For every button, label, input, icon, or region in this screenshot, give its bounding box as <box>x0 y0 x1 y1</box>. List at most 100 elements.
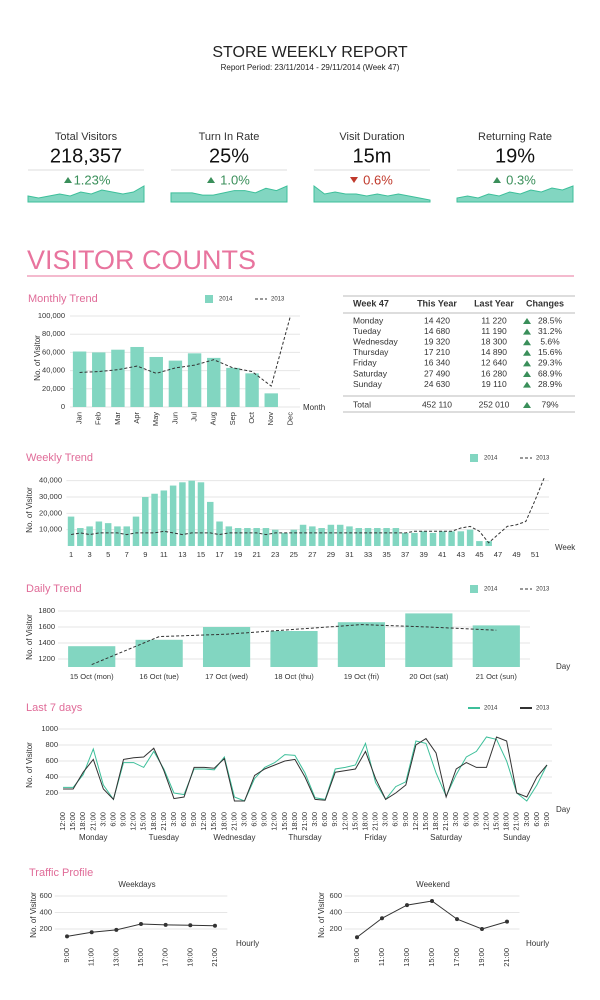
legend-swatch <box>470 585 478 593</box>
chart-title: Last 7 days <box>26 702 83 714</box>
legend-label: 2014 <box>484 456 498 462</box>
x-tick-label: 13:00 <box>111 948 120 967</box>
x-tick-label: 9 <box>143 550 147 559</box>
y-axis-label: No. of Visitor <box>33 335 42 381</box>
x-tick-label: 9:00 <box>471 812 480 827</box>
chart-title: Weekdays <box>118 880 155 889</box>
bar <box>77 528 84 546</box>
bar <box>457 531 465 546</box>
legend-label: 2013 <box>536 706 550 712</box>
x-tick-label: 3:00 <box>381 812 390 827</box>
x-tick-label: 45 <box>475 550 483 559</box>
y-tick-label: 1400 <box>38 638 55 647</box>
bar <box>225 526 233 546</box>
kpi-change: 1.23% <box>74 172 111 187</box>
x-tick-label: 18:00 <box>219 812 228 831</box>
group-label: Wednesday <box>213 833 255 842</box>
bar <box>405 613 453 667</box>
x-tick-label: Sep <box>228 412 237 425</box>
legend-label: 2014 <box>484 706 498 712</box>
x-tick-label: 25 <box>290 550 298 559</box>
x-tick-label: 21:00 <box>441 812 450 831</box>
x-tick-label: 21 Oct (sun) <box>476 672 518 681</box>
x-tick-label: 21:00 <box>210 948 219 967</box>
bar <box>364 528 372 546</box>
bar <box>309 526 316 546</box>
y-tick-label: 1800 <box>38 606 55 615</box>
table-header: Changes <box>526 298 564 308</box>
bar <box>123 526 130 546</box>
x-tick-label: Jun <box>170 412 179 424</box>
x-tick-label: 12:00 <box>481 812 490 831</box>
table-cell: Tueday <box>353 326 382 336</box>
x-tick-label: 15:00 <box>209 812 218 831</box>
bar <box>202 627 251 667</box>
y-tick-label: 40,000 <box>42 366 65 375</box>
bar <box>135 639 183 667</box>
bar <box>207 501 214 546</box>
bar <box>401 532 409 546</box>
x-tick-label: Apr <box>132 411 141 423</box>
bar <box>68 646 116 667</box>
bar <box>346 526 353 546</box>
bar <box>130 346 144 407</box>
x-tick-label: May <box>151 412 160 426</box>
table-cell: 14 680 <box>424 326 450 336</box>
x-axis-label: Hourly <box>236 939 259 948</box>
x-tick-label: 21 <box>252 550 260 559</box>
x-tick-label: 15:00 <box>136 948 145 967</box>
bar <box>244 528 251 546</box>
y-axis-label: No. of Visitor <box>25 742 34 788</box>
x-tick-label: 7 <box>125 550 129 559</box>
kpi-sparkline <box>170 185 288 203</box>
x-tick-label: 19:00 <box>185 948 194 967</box>
y-tick-label: 20,000 <box>39 508 62 517</box>
x-tick-label: 6:00 <box>532 812 541 827</box>
y-tick-label: 0 <box>61 402 65 411</box>
point <box>455 917 459 922</box>
x-tick-label: 3 <box>88 550 92 559</box>
x-tick-label: Nov <box>266 412 275 426</box>
bar <box>197 482 205 546</box>
point <box>163 922 168 927</box>
x-tick-label: 12:00 <box>199 812 208 831</box>
x-tick-label: 20 Oct (sat) <box>409 672 449 681</box>
x-tick-label: 43 <box>457 550 465 559</box>
point <box>380 916 384 921</box>
y-tick-label: 100,000 <box>38 311 65 320</box>
x-tick-label: 21:00 <box>300 812 309 831</box>
legend-swatch <box>470 454 478 462</box>
kpi-change: 0.6% <box>363 172 393 187</box>
y-tick-label: 600 <box>329 891 342 900</box>
bar <box>216 521 223 546</box>
y-tick-label: 40,000 <box>39 476 62 485</box>
point <box>139 922 143 927</box>
x-tick-label: 1 <box>69 550 73 559</box>
point <box>505 919 509 924</box>
x-tick-label: 21:00 <box>159 812 168 831</box>
table-cell: 14 420 <box>424 315 450 325</box>
point <box>212 923 217 928</box>
x-tick-label: 19 Oct (fri) <box>344 672 380 681</box>
x-tick-label: 15:00 <box>421 812 430 831</box>
x-tick-label: 9:00 <box>542 812 551 827</box>
trend-arrow <box>523 402 531 408</box>
series-line <box>63 736 548 802</box>
bar <box>271 529 279 546</box>
bar <box>104 523 112 546</box>
y-tick-label: 200 <box>329 924 342 933</box>
x-tick-label: 29 <box>327 550 335 559</box>
kpi-sparkline <box>456 185 574 203</box>
chart-title: Weekly Trend <box>26 452 93 464</box>
kpi-change: 0.3% <box>506 172 536 187</box>
x-tick-label: 6:00 <box>108 812 117 827</box>
group-label: Thursday <box>288 833 321 842</box>
bar <box>142 497 149 546</box>
trend-arrow <box>523 381 531 388</box>
y-axis-label: No. of Visitor <box>29 892 38 938</box>
x-tick-label: 33 <box>364 550 372 559</box>
bar <box>281 532 288 546</box>
y-tick-label: 600 <box>45 756 58 765</box>
x-tick-label: Oct <box>247 411 256 424</box>
